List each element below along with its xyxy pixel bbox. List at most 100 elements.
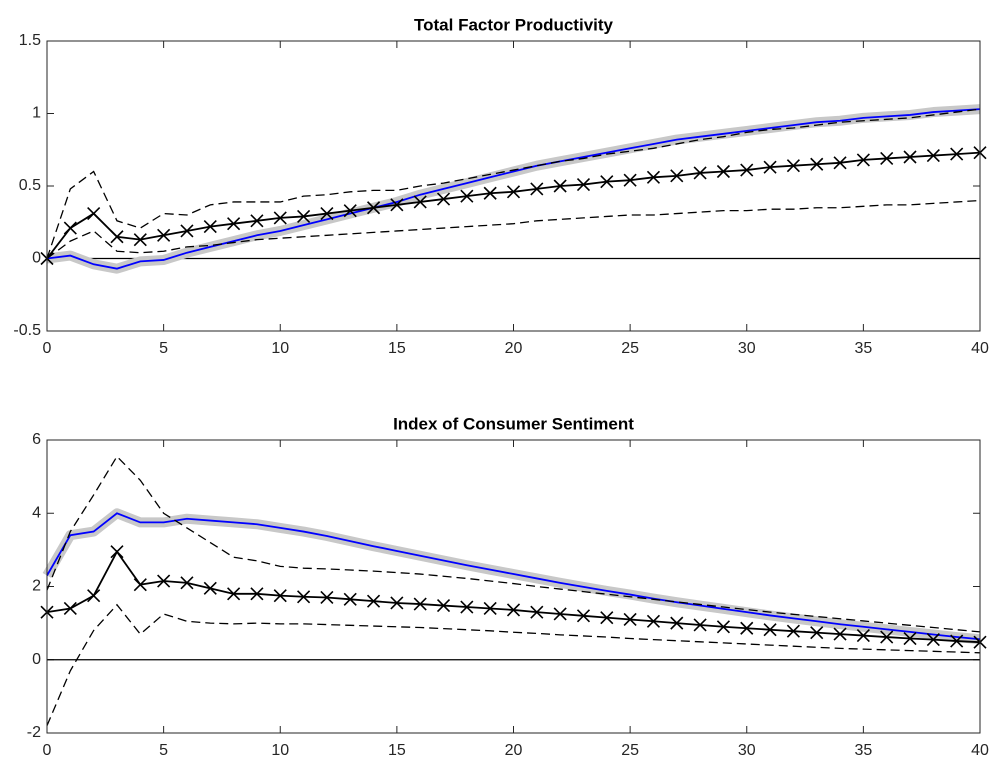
marker	[623, 612, 637, 627]
marker	[297, 209, 311, 224]
marker	[810, 626, 824, 640]
marker	[530, 605, 544, 619]
y-tick-label: 6	[32, 431, 41, 448]
y-tick-label: 1	[32, 105, 41, 122]
x-tick-label: 5	[159, 742, 168, 759]
marker	[786, 159, 800, 173]
marker	[250, 214, 264, 228]
marker	[646, 614, 661, 628]
series-line	[46, 603, 981, 726]
marker	[203, 581, 217, 595]
x-tick-label: 20	[505, 340, 523, 357]
x-tick-label: 30	[738, 340, 756, 357]
y-tick-label: 0	[32, 651, 41, 668]
marker	[63, 601, 77, 616]
marker	[273, 211, 287, 225]
x-tick-label: 10	[271, 340, 289, 357]
marker	[110, 230, 124, 244]
x-tick-label: 25	[621, 340, 639, 357]
marker	[600, 611, 614, 625]
series-line	[46, 512, 981, 641]
marker	[227, 217, 241, 231]
series-line	[46, 108, 981, 270]
x-tick-label: 10	[271, 742, 289, 759]
marker	[180, 224, 194, 238]
plot-area	[47, 41, 980, 331]
marker	[903, 631, 917, 646]
marker	[483, 186, 497, 200]
marker	[320, 590, 334, 605]
marker	[740, 621, 754, 635]
marker	[576, 177, 591, 192]
x-tick-label: 40	[971, 340, 989, 357]
marker	[366, 201, 381, 215]
marker	[87, 206, 101, 221]
x-tick-label: 0	[43, 340, 52, 357]
x-tick-label: 15	[388, 340, 406, 357]
marker	[413, 195, 427, 209]
marker	[273, 589, 287, 603]
x-tick-label: 5	[159, 340, 168, 357]
y-tick-label: 0	[32, 250, 41, 267]
marker	[250, 587, 264, 601]
x-tick-label: 30	[738, 742, 756, 759]
marker	[693, 166, 707, 180]
marker	[740, 163, 754, 177]
marker	[366, 594, 381, 608]
x-tick-label: 35	[854, 742, 872, 759]
axes-frame	[46, 40, 981, 332]
marker	[670, 169, 684, 183]
marker	[576, 609, 591, 623]
marker	[390, 596, 404, 610]
marker	[600, 175, 614, 189]
marker	[833, 156, 847, 170]
marker	[646, 170, 661, 184]
marker	[950, 634, 964, 648]
marker	[716, 164, 730, 179]
marker	[506, 185, 521, 199]
marker	[716, 620, 730, 634]
marker	[133, 578, 147, 592]
marker	[903, 150, 917, 164]
marker	[483, 601, 497, 616]
marker	[63, 221, 77, 235]
y-tick-label: -2	[27, 724, 41, 741]
marker	[693, 618, 707, 632]
marker	[950, 147, 964, 161]
y-tick-label: 4	[32, 504, 41, 521]
marker	[506, 603, 521, 617]
x-tick-label: 40	[971, 742, 989, 759]
marker	[856, 629, 870, 643]
x-tick-label: 25	[621, 742, 639, 759]
chart-title: Index of Consumer Sentiment	[393, 414, 634, 433]
marker	[833, 627, 847, 641]
marker	[297, 590, 311, 604]
marker	[157, 574, 171, 588]
marker	[810, 157, 824, 171]
marker	[343, 592, 357, 606]
marker	[390, 198, 404, 212]
marker	[157, 228, 171, 242]
y-tick-label: 0.5	[19, 177, 41, 194]
marker	[436, 192, 451, 206]
marker	[926, 148, 940, 163]
marker	[133, 233, 147, 247]
x-tick-label: 35	[854, 340, 872, 357]
marker	[87, 589, 101, 603]
y-tick-label: 1.5	[19, 32, 41, 49]
marker	[180, 576, 194, 590]
x-tick-label: 15	[388, 742, 406, 759]
marker	[530, 182, 544, 196]
series-line	[46, 199, 981, 260]
marker	[786, 624, 800, 638]
marker	[926, 633, 940, 647]
x-tick-label: 20	[505, 742, 523, 759]
marker	[227, 587, 241, 601]
marker	[670, 616, 684, 630]
plot-area	[47, 440, 980, 733]
marker	[436, 598, 451, 613]
marker	[880, 630, 894, 644]
marker	[343, 204, 357, 218]
y-tick-label: -0.5	[13, 322, 41, 339]
marker	[413, 597, 427, 611]
